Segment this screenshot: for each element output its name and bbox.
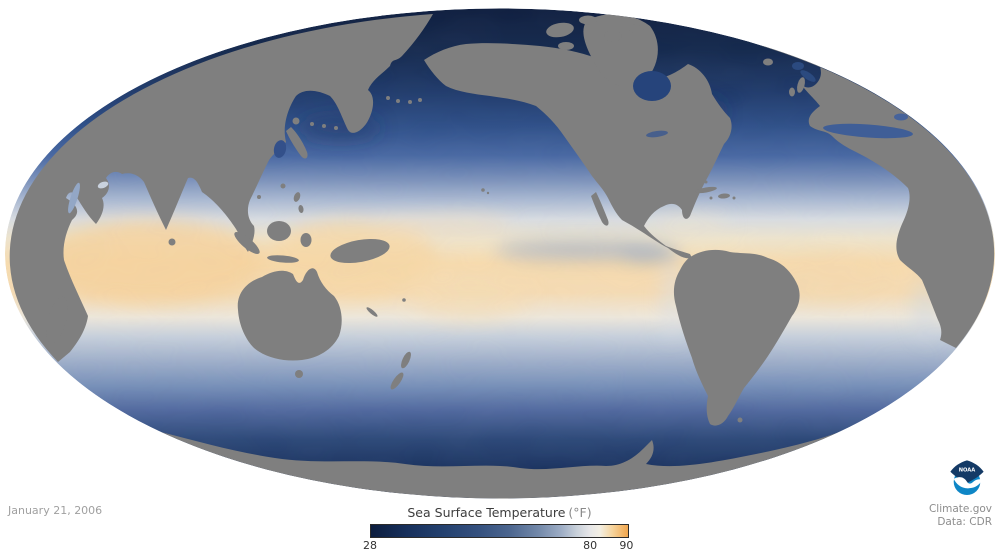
date-label: January 21, 2006 (8, 504, 103, 517)
colorbar (370, 524, 629, 538)
noaa-logo-text: NOAA (959, 467, 975, 473)
island-java (267, 255, 299, 263)
colorbar-ticks: 28 80 90 (363, 539, 633, 553)
island-hawaii (481, 188, 485, 192)
island-new-caledonia (366, 307, 378, 317)
credit-site: Climate.gov (928, 503, 992, 515)
red-sea (68, 182, 80, 214)
island-tasmania (295, 370, 303, 378)
island-sulawesi (300, 233, 312, 247)
island-ireland (789, 87, 795, 97)
colorbar-tick: 90 (619, 539, 634, 552)
colorbar-tick: 80 (583, 539, 598, 552)
legend-units: (°F) (568, 505, 592, 520)
island-hokkaido (292, 117, 300, 125)
island-great-britain (797, 77, 805, 93)
island-canadian-arctic (546, 22, 574, 38)
colorbar-legend: Sea Surface Temperature (°F) 28 80 90 (363, 505, 633, 553)
island-sri-lanka (168, 238, 176, 246)
landmass-south-america (673, 249, 800, 426)
landmass-eurasia-east-africa (9, 14, 434, 362)
island-japan (286, 127, 308, 159)
credit-data-source: Data: CDR (937, 515, 992, 528)
hudson-bay (633, 71, 671, 101)
mediterranean-sea (823, 123, 913, 139)
island-borneo (267, 221, 291, 241)
persian-gulf (97, 181, 109, 189)
island-hispaniola (718, 193, 730, 199)
great-lakes (646, 130, 668, 138)
island-hainan (257, 195, 261, 199)
island-madagascar (46, 296, 68, 344)
noaa-logo: NOAA (948, 458, 986, 496)
landmass-australia (237, 268, 342, 361)
inland-seas-layer (68, 62, 913, 214)
legend-title: Sea Surface Temperature (°F) (407, 505, 591, 520)
baltic-sea (800, 70, 816, 82)
black-sea (894, 113, 908, 121)
island-falklands (737, 417, 743, 423)
island-new-guinea (330, 238, 390, 264)
credits: Climate.gov Data: CDR (929, 503, 992, 528)
legend-title-text: Sea Surface Temperature (407, 505, 566, 520)
sea-of-japan (273, 140, 287, 158)
landmass-antarctica (161, 432, 839, 499)
island-taiwan (280, 183, 286, 189)
island-iceland (763, 58, 773, 66)
island-philippines (293, 192, 301, 202)
noaa-logo-gull-icon (953, 477, 983, 489)
island-svalbard (683, 15, 693, 21)
island-new-zealand-north (401, 351, 411, 369)
island-fiji (402, 298, 406, 302)
island-cuba (695, 186, 717, 194)
landmass-baja-california (591, 192, 609, 226)
landmass-europe-west-africa (762, 44, 995, 348)
island-aleutians (386, 96, 390, 100)
north-sea (792, 62, 804, 70)
colorbar-tick: 28 (363, 539, 377, 552)
island-sumatra (234, 232, 260, 254)
island-kurils (334, 126, 338, 130)
island-new-zealand-south (390, 372, 404, 390)
